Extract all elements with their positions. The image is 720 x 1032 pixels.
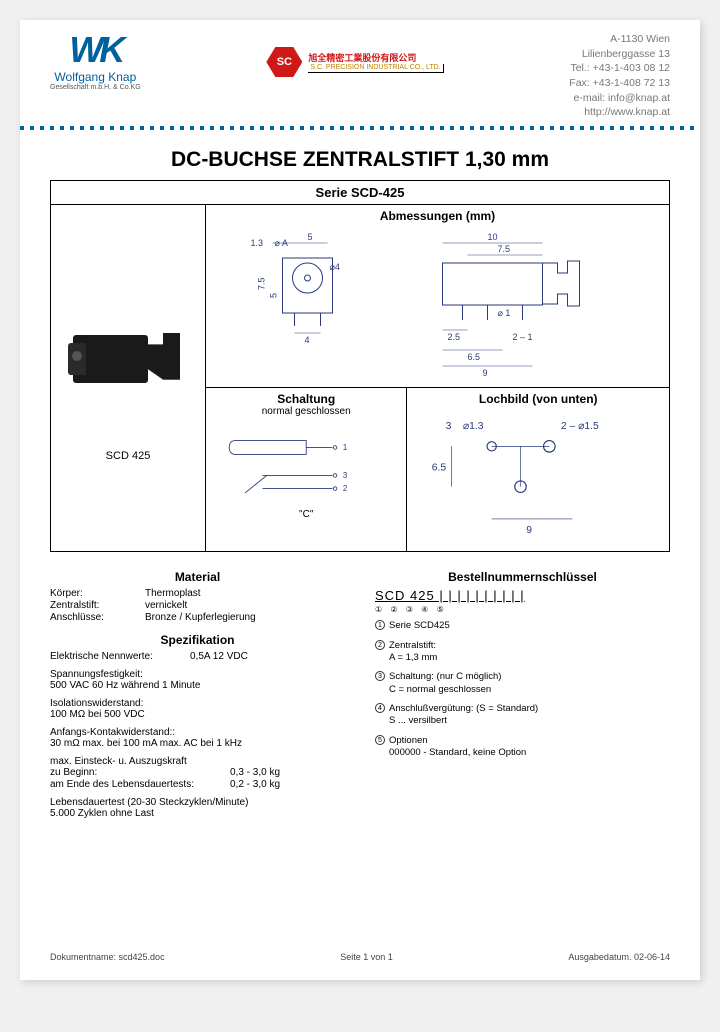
schematic-heading: Schaltung (210, 392, 402, 406)
sc-cn: 旭全精密工業股份有限公司 (308, 51, 443, 64)
svg-text:4: 4 (305, 335, 310, 345)
dotted-divider (20, 126, 700, 130)
product-code: SCD 425 (55, 450, 201, 462)
wk-name: Wolfgang Knap (54, 70, 136, 84)
order-item: 5Optionen000000 - Standard, keine Option (375, 735, 670, 760)
spec-dielec-v: 500 VAC 60 Hz während 1 Minute (50, 680, 345, 691)
spec-rating-v: 0,5A 12 VDC (190, 651, 248, 662)
footer-left: Dokumentname: scd425.doc (50, 952, 165, 962)
svg-text:2 – 1: 2 – 1 (513, 332, 533, 342)
dims-heading: Abmessungen (mm) (210, 209, 665, 223)
svg-text:1.3: 1.3 (251, 238, 264, 248)
spec-contact-v: 30 mΩ max. bei 100 mA max. AC bei 1 kHz (50, 738, 345, 749)
pcb-diagram: 3 ⌀1.3 2 – ⌀1.5 6.5 9 (411, 406, 665, 544)
sc-badge: SC (266, 47, 302, 77)
series-header: Serie SCD-425 (51, 181, 670, 205)
svg-text:⌀4: ⌀4 (330, 262, 340, 272)
dimensions-cell: Abmessungen (mm) 1.3 ⌀ A 5 ⌀4 (206, 205, 670, 388)
spec-fb-v: 0,3 - 3,0 kg (230, 767, 280, 778)
mat-pin-k: Zentralstift: (50, 600, 145, 611)
contact-block: A-1130 Wien Lilienberggasse 13 Tel.: +43… (569, 32, 670, 120)
spec-heading: Spezifikation (50, 633, 345, 647)
schematic-cell: Schaltung normal geschlossen 1 3 2 "C" (206, 388, 407, 552)
order-item: 1Serie SCD425 (375, 620, 670, 632)
order-heading: Bestellnummernschlüssel (375, 570, 670, 584)
spec-fb-k: zu Beginn: (50, 767, 230, 778)
contact-line: A-1130 Wien (569, 32, 670, 47)
contact-line: http://www.knap.at (569, 105, 670, 120)
spec-contact-k: Anfangs-Kontakwiderstand:: (50, 727, 345, 738)
mat-body-v: Thermoplast (145, 588, 201, 599)
svg-text:⌀ A: ⌀ A (275, 238, 288, 248)
svg-text:10: 10 (488, 232, 498, 242)
svg-text:3: 3 (446, 421, 452, 432)
mat-term-k: Anschlüsse: (50, 612, 145, 623)
svg-text:⌀1.3: ⌀1.3 (463, 421, 484, 432)
svg-text:5: 5 (308, 232, 313, 242)
bottom-sections: Material Körper:Thermoplast Zentralstift… (50, 570, 670, 826)
svg-text:2.5: 2.5 (448, 332, 461, 342)
contact-line: e-mail: info@knap.at (569, 91, 670, 106)
svg-text:2 – ⌀1.5: 2 – ⌀1.5 (561, 421, 599, 432)
spec-table: Serie SCD-425 SCD 425 Abmessungen (mm) (50, 180, 670, 552)
material-heading: Material (50, 570, 345, 584)
pcb-heading: Lochbild (von unten) (411, 392, 665, 406)
svg-text:7.5: 7.5 (257, 277, 267, 290)
schematic-sub: normal geschlossen (210, 406, 402, 417)
order-item: 3Schaltung: (nur C möglich)C = normal ge… (375, 671, 670, 696)
contact-line: Lilienberggasse 13 (569, 47, 670, 62)
svg-text:9: 9 (527, 525, 533, 536)
spec-insul-k: Isolationswiderstand: (50, 698, 345, 709)
pcb-cell: Lochbild (von unten) 3 ⌀1.3 2 – ⌀1.5 6.5… (407, 388, 670, 552)
svg-text:2: 2 (343, 484, 347, 493)
wk-monogram: WK (69, 32, 121, 68)
spec-life-k: Lebensdauertest (20-30 Steckzyklen/Minut… (50, 797, 345, 808)
spec-dielec-k: Spannungsfestigkeit: (50, 669, 345, 680)
spec-fe-k: am Ende des Lebensdauertests: (50, 779, 230, 790)
spec-insul-v: 100 MΩ bei 500 VDC (50, 709, 345, 720)
svg-text:3: 3 (343, 471, 348, 480)
datasheet-page: WK Wolfgang Knap Gesellschaft m.b.H. & C… (20, 20, 700, 980)
spec-life-v: 5.000 Zyklen ohne Last (50, 808, 345, 819)
mat-body-k: Körper: (50, 588, 145, 599)
schematic-diagram: 1 3 2 (210, 423, 402, 506)
right-column: Bestellnummernschlüssel SCD 425 | | | | … (375, 570, 670, 826)
schematic-tag: "C" (210, 509, 402, 520)
svg-text:6.5: 6.5 (468, 352, 481, 362)
footer-right: Ausgabedatum. 02-06-14 (568, 952, 670, 962)
sc-en: S.C. PRECISION INDUSTRIAL CO., LTD. (308, 64, 443, 73)
header: WK Wolfgang Knap Gesellschaft m.b.H. & C… (50, 32, 670, 122)
order-marks: ① ② ③ ④ ⑤ (375, 605, 670, 614)
svg-text:1: 1 (343, 443, 347, 452)
sc-logo: SC 旭全精密工業股份有限公司 S.C. PRECISION INDUSTRIA… (266, 47, 443, 77)
svg-text:5: 5 (269, 293, 279, 298)
spec-fe-v: 0,2 - 3,0 kg (230, 779, 280, 790)
svg-text:⌀ 1: ⌀ 1 (498, 308, 511, 318)
svg-text:9: 9 (483, 368, 488, 378)
order-item: 4Anschlußvergütung: (S = Standard)S ... … (375, 703, 670, 728)
product-cell: SCD 425 (51, 205, 206, 552)
footer: Dokumentname: scd425.doc Seite 1 von 1 A… (50, 952, 670, 962)
mat-term-v: Bronze / Kupferlegierung (145, 612, 256, 623)
sc-text: 旭全精密工業股份有限公司 S.C. PRECISION INDUSTRIAL C… (308, 51, 443, 73)
svg-text:7.5: 7.5 (498, 244, 511, 254)
contact-line: Tel.: +43-1-403 08 12 (569, 61, 670, 76)
order-item: 2Zentralstift:A = 1,3 mm (375, 640, 670, 665)
mat-pin-v: vernickelt (145, 600, 187, 611)
order-code: SCD 425 | | | | | | | | | | (375, 588, 670, 603)
left-column: Material Körper:Thermoplast Zentralstift… (50, 570, 345, 826)
spec-rating-k: Elektrische Nennwerte: (50, 651, 190, 662)
page-title: DC-BUCHSE ZENTRALSTIFT 1,30 mm (50, 148, 670, 172)
footer-center: Seite 1 von 1 (340, 952, 393, 962)
dimensions-diagram: 1.3 ⌀ A 5 ⌀4 7.5 5 4 (210, 223, 665, 383)
wk-logo: WK Wolfgang Knap Gesellschaft m.b.H. & C… (50, 32, 141, 91)
contact-line: Fax: +43-1-408 72 13 (569, 76, 670, 91)
product-image (68, 315, 188, 400)
wk-sub: Gesellschaft m.b.H. & Co.KG (50, 84, 141, 91)
spec-force-k: max. Einsteck- u. Auszugskraft (50, 756, 345, 767)
svg-text:6.5: 6.5 (432, 463, 447, 474)
